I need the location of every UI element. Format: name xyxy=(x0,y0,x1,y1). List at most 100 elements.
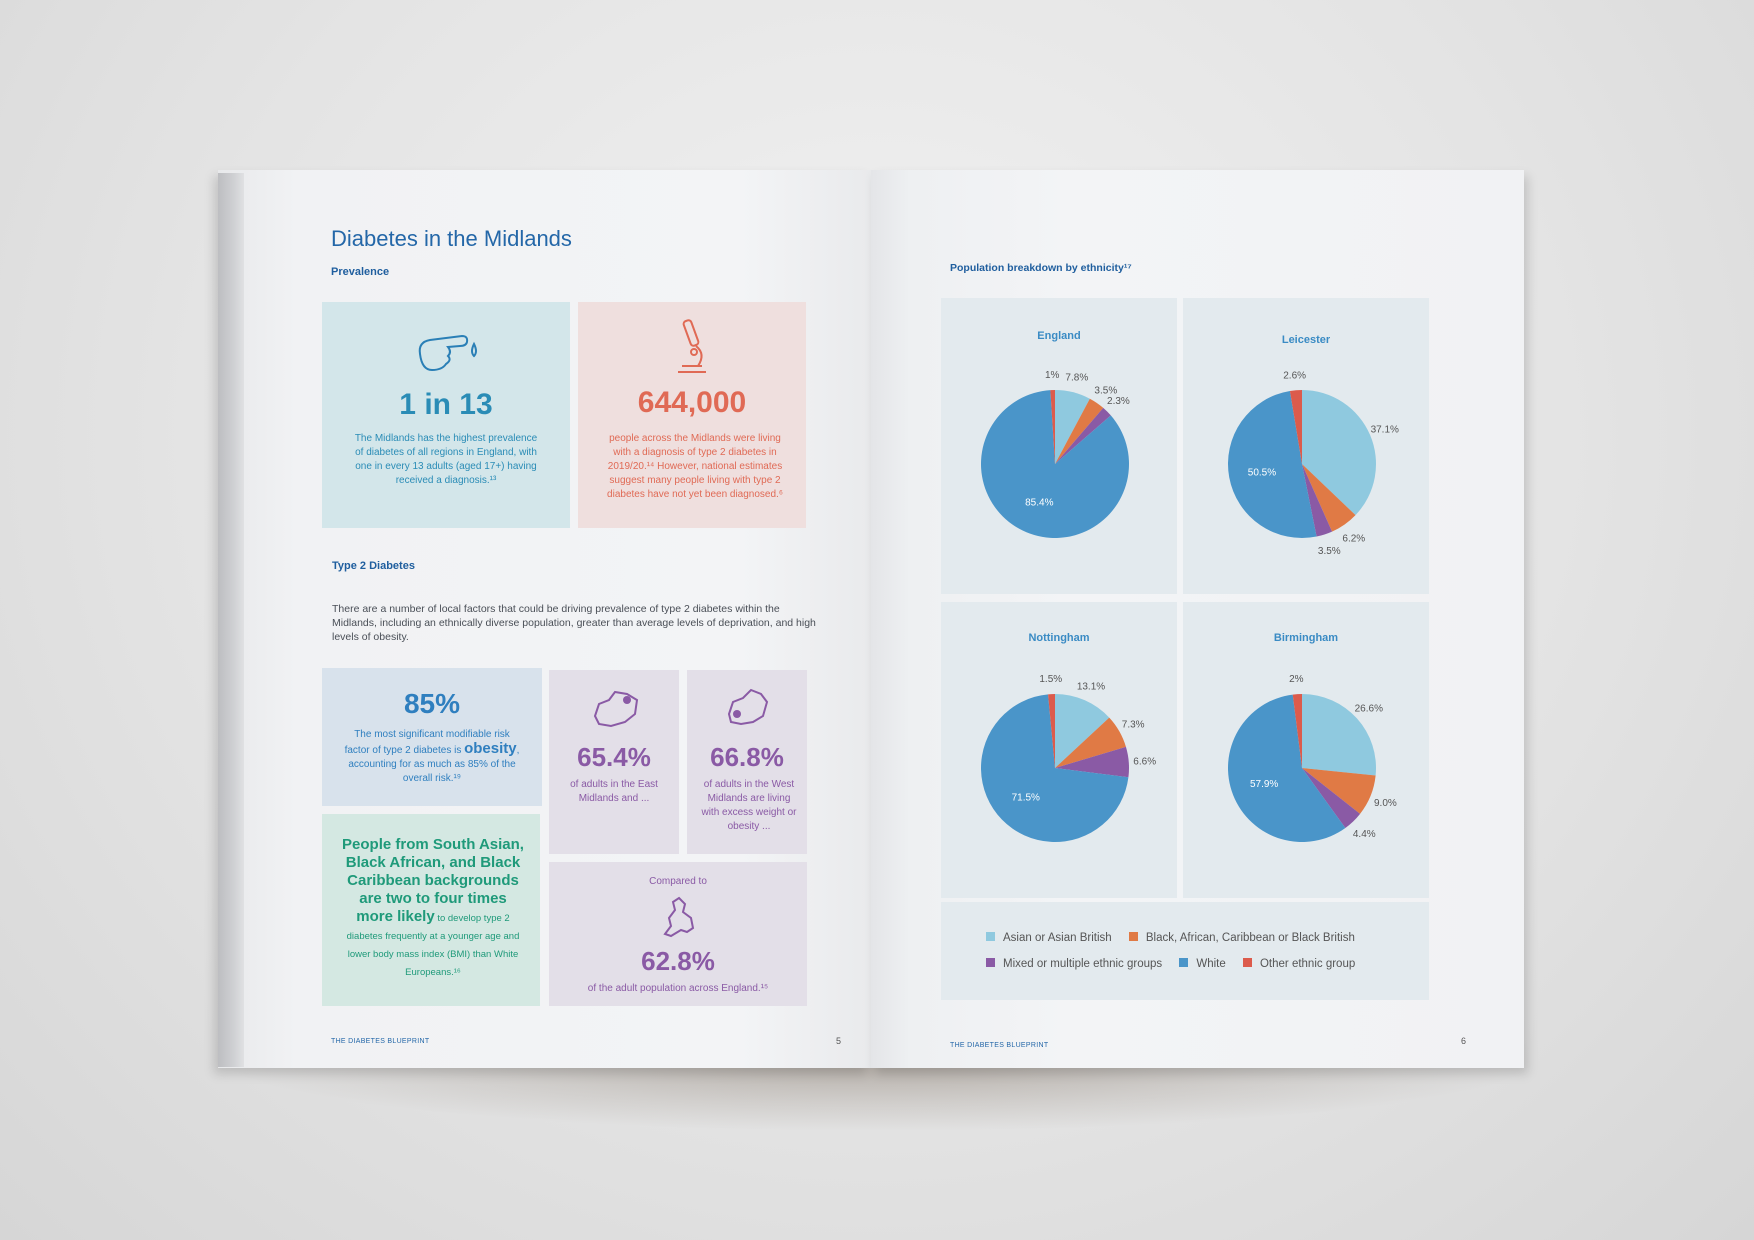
stat-4-value: 65.4% xyxy=(577,742,651,772)
stat-3-text: The most significant modifiable risk fac… xyxy=(344,728,520,786)
microscope-icon xyxy=(678,319,706,373)
pie-data-label: 1.5% xyxy=(1039,674,1062,685)
left-page: Diabetes in the Midlands Prevalence 1 in… xyxy=(218,170,871,1068)
right-page-number: 6 xyxy=(1461,1036,1467,1046)
stat-7-text: of the adult population across England.¹… xyxy=(587,983,769,994)
stat-card-644000: 644,000 people across the Midlands were … xyxy=(578,302,806,528)
pie-slice-white xyxy=(981,694,1129,842)
pie-slice-black-african-caribbean-or-black-british xyxy=(1302,464,1356,532)
legend-item-asian: Asian or Asian British xyxy=(986,932,1112,944)
stat-6-text: People from South Asian, Black African, … xyxy=(340,836,526,980)
stat-2-value: 644,000 xyxy=(637,386,747,419)
pie-data-label: 7.3% xyxy=(1122,719,1145,730)
chart-panel-nottingham: Nottingham 13.1% 7.3% 6.6% 71.5% 1.5% xyxy=(941,602,1177,898)
pie-slice-asian-or-asian-british xyxy=(1055,390,1090,464)
pie-slice-mixed-or-multiple-ethnic-groups xyxy=(1302,464,1333,537)
pie-slice-black-african-caribbean-or-black-british xyxy=(1302,768,1376,814)
ethnicity-heading: Population breakdown by ethnicity¹⁷ xyxy=(950,262,1132,274)
legend-swatch xyxy=(1179,958,1189,967)
chart-title-birmingham: Birmingham xyxy=(1273,632,1339,644)
legend-panel xyxy=(941,902,1429,1000)
pie-data-label: 2% xyxy=(1289,674,1304,685)
legend-swatch xyxy=(986,932,995,941)
pie-data-label: 13.1% xyxy=(1077,682,1105,693)
legend-label: Other ethnic group xyxy=(1259,958,1356,970)
pie-data-label: 2.3% xyxy=(1107,396,1130,407)
east-midlands-map-icon xyxy=(593,690,639,728)
finger-drop-icon xyxy=(418,334,477,372)
pie-data-label: 85.4% xyxy=(1025,498,1053,509)
right-page: Population breakdown by ethnicity¹⁷ Engl… xyxy=(871,170,1524,1068)
pie-slice-mixed-or-multiple-ethnic-groups xyxy=(1302,768,1361,828)
pie-data-label: 6.2% xyxy=(1342,534,1365,545)
stat-7-label: Compared to xyxy=(649,876,707,887)
pie-data-label: 4.4% xyxy=(1353,829,1376,840)
legend-swatch xyxy=(1128,932,1138,941)
chart-panel-leicester: Leicester 37.1% 6.2% 3.5% 50.5% 2.6% xyxy=(1183,298,1429,594)
legend-item-mixed: Mixed or multiple ethnic groups xyxy=(986,958,1162,970)
stat-3-emphasis: obesity xyxy=(464,740,517,757)
left-footer: THE DIABETES BLUEPRINT xyxy=(331,1038,430,1045)
stat-card-1-in-13: 1 in 13 The Midlands has the highest pre… xyxy=(322,302,570,528)
pie-slice-white xyxy=(1228,390,1317,538)
stat-card-85-percent: 85% The most significant modifiable risk… xyxy=(322,668,542,806)
pie-chart-england: 7.8% 3.5%2.3% 85.4% 1% xyxy=(981,370,1130,538)
chart-panel-england: England 7.8% 3.5% 2.3% 85.4% 1% xyxy=(941,298,1177,594)
legend-label: Asian or Asian British xyxy=(1003,932,1112,944)
pie-data-label: 37.1% xyxy=(1371,425,1399,436)
stat-card-england: Compared to 62.8% of the adult populatio… xyxy=(549,862,807,1006)
west-midlands-map-icon xyxy=(727,688,769,726)
pie-data-label: 7.8% xyxy=(1065,373,1088,384)
stat-3-text-1: The most significant modifiable risk fac… xyxy=(344,729,510,756)
legend-swatch xyxy=(1242,958,1252,967)
chart-panel-birmingham: Birmingham 26.6% 9.0% 4.4% 57.9% 2% xyxy=(1183,602,1429,898)
pie-chart-leicester: 37.1% 6.2%3.5% 50.5% 2.6% xyxy=(1228,370,1399,557)
legend-label: Black, African, Caribbean or Black Briti… xyxy=(1145,932,1355,944)
stat-6-rest: to develop type 2 diabetes frequently at… xyxy=(346,913,520,978)
pie-slice-white xyxy=(981,390,1129,538)
page-title: Diabetes in the Midlands xyxy=(331,226,572,251)
england-map-icon xyxy=(663,896,695,938)
pie-data-label: 6.6% xyxy=(1133,757,1156,768)
page-edge xyxy=(218,173,244,1067)
legend-label: White xyxy=(1196,958,1226,970)
pie-slice-other-ethnic-group xyxy=(1289,390,1302,464)
pie-slice-black-african-caribbean-or-black-british xyxy=(1055,398,1104,464)
pie-data-label: 71.5% xyxy=(1012,792,1040,803)
pie-data-label: 1% xyxy=(1045,370,1060,381)
pie-slice-mixed-or-multiple-ethnic-groups xyxy=(1055,407,1111,464)
stat-1-text: The Midlands has the highest prevalence … xyxy=(354,433,538,486)
stat-3-value: 85% xyxy=(403,688,461,719)
pie-slice-mixed-or-multiple-ethnic-groups xyxy=(1055,746,1129,778)
legend-item-other: Other ethnic group xyxy=(1242,958,1356,970)
pie-data-label: 26.6% xyxy=(1355,704,1383,715)
pie-data-label: 9.0% xyxy=(1374,798,1397,809)
pie-slice-other-ethnic-group xyxy=(1292,694,1302,768)
stat-5-value: 66.8% xyxy=(710,742,784,772)
pie-slice-white xyxy=(1228,694,1346,842)
chart-title-leicester: Leicester xyxy=(1281,334,1331,346)
chart-title-nottingham: Nottingham xyxy=(1028,632,1090,644)
right-footer: THE DIABETES BLUEPRINT xyxy=(950,1042,1049,1049)
pie-slice-asian-or-asian-british xyxy=(1302,390,1376,516)
pie-chart-nottingham: 13.1% 7.3% 6.6% 71.5% 1.5% xyxy=(981,674,1156,842)
type2-paragraph: There are a number of local factors that… xyxy=(332,603,816,643)
pie-chart-birmingham: 26.6% 9.0% 4.4% 57.9% 2% xyxy=(1228,674,1397,842)
stat-card-east-midlands: 65.4% of adults in the East Midlands and… xyxy=(549,670,679,854)
pie-data-label: 3.5% xyxy=(1094,386,1117,397)
stat-3-text-2: , accounting for as much as 85% of the o… xyxy=(348,745,520,784)
stat-2-text: people across the Midlands were living w… xyxy=(607,433,783,500)
chart-legend: Asian or Asian British Black, African, C… xyxy=(986,932,1406,970)
type2-heading: Type 2 Diabetes xyxy=(332,560,415,572)
pie-data-label: 50.5% xyxy=(1248,467,1276,478)
pie-data-label: 2.6% xyxy=(1283,370,1306,381)
pie-slice-asian-or-asian-british xyxy=(1055,694,1110,768)
pie-slice-asian-or-asian-british xyxy=(1302,694,1376,776)
legend-label: Mixed or multiple ethnic groups xyxy=(1003,958,1163,970)
stat-card-west-midlands: 66.8% of adults in the West Midlands are… xyxy=(687,670,807,854)
stat-card-ethnic-risk: People from South Asian, Black African, … xyxy=(322,814,540,1006)
legend-item-black: Black, African, Caribbean or Black Briti… xyxy=(1128,932,1355,944)
pie-slice-other-ethnic-group xyxy=(1048,694,1055,768)
pie-slice-other-ethnic-group xyxy=(1050,390,1055,464)
legend-swatch xyxy=(986,958,995,967)
